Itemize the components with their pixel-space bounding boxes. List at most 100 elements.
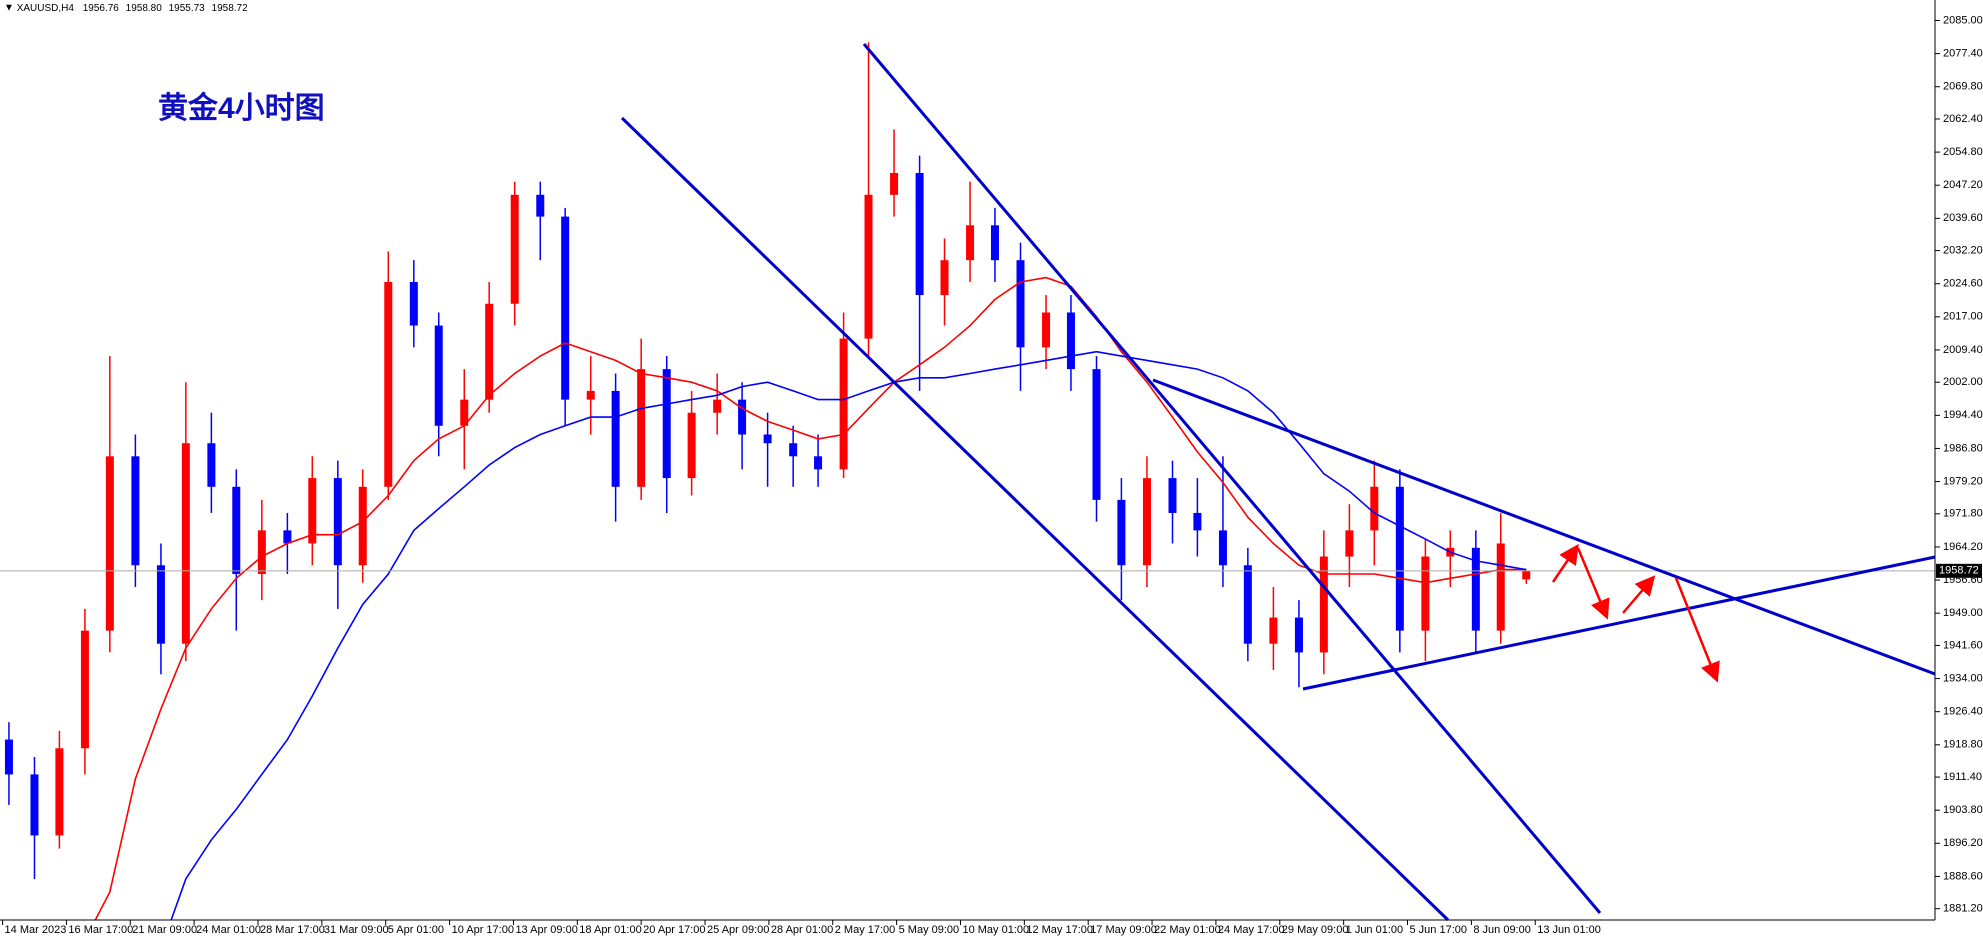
candle-body bbox=[1319, 556, 1328, 653]
x-tick-label: 16 Mar 17:00 bbox=[68, 924, 133, 936]
x-tick-label: 18 Apr 01:00 bbox=[579, 924, 641, 936]
ohlc: 1955.73 bbox=[169, 3, 206, 14]
candle-body bbox=[561, 216, 570, 400]
candle-body bbox=[611, 390, 620, 487]
x-tick-label: 5 Jun 17:00 bbox=[1410, 924, 1468, 936]
y-tick-label: 1986.80 bbox=[1943, 442, 1983, 454]
trend-line bbox=[862, 43, 1602, 914]
y-tick-label: 2062.40 bbox=[1943, 113, 1983, 125]
candle-body bbox=[1294, 617, 1303, 653]
y-tick-label: 1979.20 bbox=[1943, 475, 1983, 487]
symbol-name: XAUUSD,H4 bbox=[17, 3, 75, 14]
candle-body bbox=[839, 338, 848, 470]
candle-body bbox=[80, 630, 89, 749]
candle-body bbox=[915, 173, 924, 296]
y-tick-label: 1903.80 bbox=[1943, 804, 1983, 816]
candle-body bbox=[1345, 530, 1354, 557]
y-tick-label: 1971.80 bbox=[1943, 508, 1983, 520]
candle-body bbox=[536, 194, 545, 217]
x-tick-label: 13 Apr 09:00 bbox=[515, 924, 577, 936]
candle-body bbox=[485, 303, 494, 400]
y-tick-label: 2054.80 bbox=[1943, 146, 1983, 158]
y-tick-label: 1888.60 bbox=[1943, 870, 1983, 882]
candle-body bbox=[637, 369, 646, 487]
y-tick-label: 1881.20 bbox=[1943, 903, 1983, 915]
candle-body bbox=[1142, 478, 1151, 566]
candle-body bbox=[4, 739, 13, 775]
y-tick-label: 1911.40 bbox=[1943, 771, 1982, 783]
candle-body bbox=[1395, 486, 1404, 631]
candle-body bbox=[890, 173, 899, 195]
y-tick-label: 2009.40 bbox=[1943, 344, 1983, 356]
candle-body bbox=[713, 399, 722, 413]
candle-body bbox=[864, 194, 873, 339]
x-tick-label: 21 Mar 09:00 bbox=[132, 924, 197, 936]
y-tick-label: 1926.40 bbox=[1943, 706, 1983, 718]
candle-body bbox=[687, 412, 696, 479]
y-tick-label: 1934.00 bbox=[1943, 672, 1983, 684]
plot-area bbox=[0, 42, 1935, 920]
arrow bbox=[1674, 577, 1720, 683]
y-tick-label: 2024.60 bbox=[1943, 278, 1983, 290]
trend-lines bbox=[620, 43, 1936, 922]
arrow bbox=[1622, 575, 1656, 614]
candle-body bbox=[510, 194, 519, 304]
ohlc: 1958.72 bbox=[212, 3, 249, 14]
candle-body bbox=[409, 281, 418, 326]
candle-body bbox=[1117, 499, 1126, 566]
symbol: ▼ XAUUSD,H4 1956.76 1958.80 1955.73 1958… bbox=[4, 3, 248, 14]
x-tick-label: 17 May 09:00 bbox=[1090, 924, 1157, 936]
y-tick-label: 2069.80 bbox=[1943, 81, 1983, 93]
candle-body bbox=[1269, 617, 1278, 644]
candle-body bbox=[1066, 312, 1075, 370]
x-tick-label: 5 Apr 01:00 bbox=[388, 924, 444, 936]
trend-line bbox=[1152, 378, 1936, 676]
x-tick-label: 25 Apr 09:00 bbox=[707, 924, 769, 936]
x-tick-label: 20 Apr 17:00 bbox=[643, 924, 705, 936]
y-tick-label: 2085.00 bbox=[1943, 14, 1983, 26]
candle-body bbox=[384, 281, 393, 487]
y-tick-label: 2002.00 bbox=[1943, 376, 1983, 388]
candle-body bbox=[814, 456, 823, 470]
candle-body bbox=[105, 456, 114, 631]
y-tick-label: 1994.40 bbox=[1943, 409, 1983, 421]
trend-line bbox=[1302, 555, 1936, 691]
candle-body bbox=[1042, 312, 1051, 348]
candle-body bbox=[586, 390, 595, 400]
x-tick-label: 12 May 17:00 bbox=[1026, 924, 1093, 936]
x-tick-label: 31 Mar 09:00 bbox=[324, 924, 389, 936]
candle-body bbox=[1168, 478, 1177, 513]
x-tick-label: 29 May 09:00 bbox=[1282, 924, 1349, 936]
y-tick-label: 1949.00 bbox=[1943, 607, 1983, 619]
y-tick-label: 1941.60 bbox=[1943, 639, 1983, 651]
arrow bbox=[1551, 543, 1579, 583]
y-tick-label: 2017.00 bbox=[1943, 311, 1983, 323]
ohlc: 1958.80 bbox=[126, 3, 163, 14]
price-tag-bg bbox=[1936, 563, 1982, 578]
candle-body bbox=[257, 530, 266, 574]
candle-body bbox=[434, 325, 443, 426]
y-tick-label: 1964.20 bbox=[1943, 541, 1983, 553]
y-tick-label: 1896.20 bbox=[1943, 837, 1983, 849]
candle-body bbox=[1522, 570, 1531, 580]
arrow bbox=[1576, 547, 1610, 620]
forecast-arrows bbox=[1551, 543, 1720, 683]
candle-body bbox=[1092, 369, 1101, 500]
candle-body bbox=[1496, 543, 1505, 631]
candle-body bbox=[1471, 547, 1480, 631]
x-tick-label: 14 Mar 2023 bbox=[5, 924, 67, 936]
x-tick-label: 10 Apr 17:00 bbox=[452, 924, 514, 936]
candle-body bbox=[990, 225, 999, 261]
candle-body bbox=[1218, 530, 1227, 566]
candle-body bbox=[308, 478, 317, 544]
moving-average bbox=[94, 276, 1527, 920]
candle-body bbox=[1421, 556, 1430, 631]
candle-body bbox=[1193, 512, 1202, 531]
x-tick-label: 8 Jun 09:00 bbox=[1473, 924, 1531, 936]
candle-body bbox=[662, 369, 671, 479]
candle-body bbox=[1016, 260, 1025, 348]
x-tick-label: 24 Mar 01:00 bbox=[196, 924, 261, 936]
candle-body bbox=[940, 260, 949, 296]
